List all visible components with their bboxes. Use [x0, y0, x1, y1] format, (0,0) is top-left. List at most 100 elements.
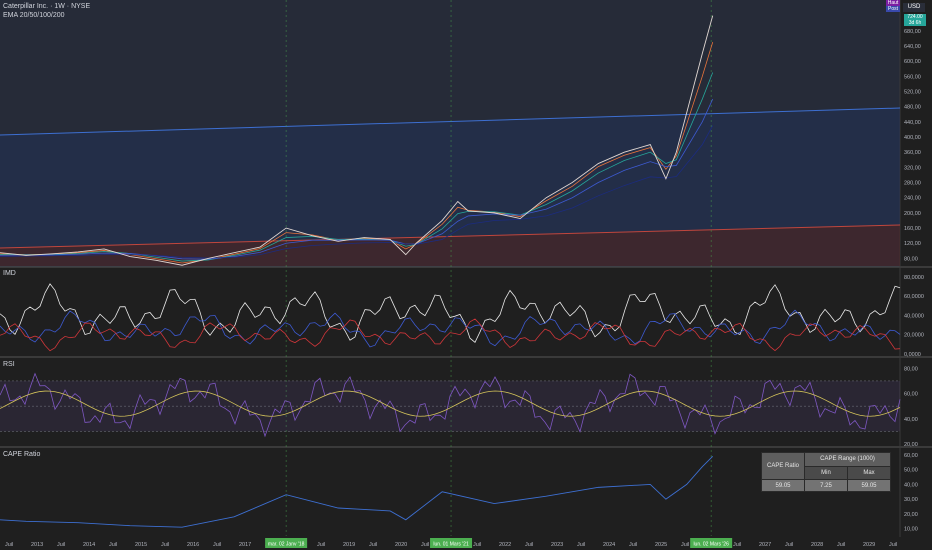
- rsi-tick: 60,00: [904, 392, 918, 398]
- time-tick: 2020: [395, 542, 407, 548]
- price-tick: 480,00: [904, 105, 921, 111]
- imd-tick: 20,0000: [904, 333, 924, 339]
- price-tick: 240,00: [904, 196, 921, 202]
- cape-min-header: Min: [804, 465, 848, 480]
- rsi-tick: 80,00: [904, 366, 918, 372]
- channel-upper-line: [0, 107, 901, 136]
- price-tick: 600,00: [904, 59, 921, 65]
- cape-max-header: Max: [847, 465, 891, 480]
- rsi-tick: 20,00: [904, 442, 918, 448]
- ema-line-4: [0, 125, 714, 259]
- time-tick: Juil: [5, 542, 13, 548]
- time-tick: 2029: [863, 542, 875, 548]
- imd-tick: 40,0000: [904, 313, 924, 319]
- time-tick: Juil: [473, 542, 481, 548]
- price-pane-bg: [0, 0, 900, 267]
- time-tick: Juil: [733, 542, 741, 548]
- price-line: [0, 15, 714, 266]
- imd-pane-label: IMD: [3, 270, 16, 277]
- ema-line-1: [0, 42, 714, 264]
- time-tick: Juil: [213, 542, 221, 548]
- price-tick: 160,00: [904, 226, 921, 232]
- price-tick: 360,00: [904, 150, 921, 156]
- marker-label-bg-2: [690, 538, 733, 548]
- last-price-badge: 724.00: [904, 14, 926, 20]
- time-tick: Juil: [681, 542, 689, 548]
- price-tick: 80,00: [904, 256, 918, 262]
- cape-pane-label: CAPE Ratio: [3, 451, 41, 458]
- hist-badge: Haut: [886, 0, 900, 6]
- imd-line-white: [0, 283, 901, 343]
- marker-label: lun. 02 Mars '26: [693, 542, 729, 548]
- cape-range-header: CAPE Range (1000): [804, 452, 891, 467]
- time-tick: Juil: [57, 542, 65, 548]
- time-tick: Juil: [577, 542, 585, 548]
- price-tick: 680,00: [904, 29, 921, 35]
- price-tick: 440,00: [904, 120, 921, 126]
- imd-tick: 60,0000: [904, 294, 924, 300]
- time-tick: 2024: [603, 542, 615, 548]
- channel-fill: [0, 108, 900, 248]
- marker-label: mar. 02 Janv '18: [268, 542, 305, 548]
- chart-title: Caterpillar Inc. · 1W · NYSE: [3, 3, 91, 10]
- cape-col-header: CAPE Ratio: [761, 452, 805, 480]
- price-tick: 560,00: [904, 74, 921, 80]
- price-tick: 280,00: [904, 181, 921, 187]
- price-tick: 320,00: [904, 165, 921, 171]
- rsi-tick: 40,00: [904, 417, 918, 423]
- cape-pane-bg: [0, 448, 900, 536]
- marker-label-bg-0: [265, 538, 308, 548]
- rsi-ma-line: [0, 390, 901, 417]
- price-tick: 400,00: [904, 135, 921, 141]
- cape-table: CAPE Ratio CAPE Range (1000) Min Max 59.…: [761, 452, 891, 492]
- cape-tick: 30,00: [904, 497, 918, 503]
- cape-tick: 20,00: [904, 512, 918, 518]
- rsi-pane-label: RSI: [3, 361, 15, 368]
- price-tick: 520,00: [904, 89, 921, 95]
- time-tick: Juil: [421, 542, 429, 548]
- time-tick: 2016: [187, 542, 199, 548]
- imd-pane-bg: [0, 268, 900, 356]
- cape-tick: 60,00: [904, 453, 918, 459]
- price-tick: 200,00: [904, 211, 921, 217]
- time-tick: 2015: [135, 542, 147, 548]
- time-tick: 2017: [239, 542, 251, 548]
- time-tick: Juil: [837, 542, 845, 548]
- time-tick: Juil: [785, 542, 793, 548]
- post-badge: Post: [886, 6, 900, 12]
- cape-tick: 50,00: [904, 468, 918, 474]
- time-tick: Juil: [369, 542, 377, 548]
- marker-label-bg-1: [430, 538, 473, 548]
- time-tick: 2022: [499, 542, 511, 548]
- cape-min-value: 7.25: [804, 479, 848, 492]
- price-tick: 120,00: [904, 241, 921, 247]
- imd-line-red: [0, 318, 901, 352]
- time-tick: 2019: [343, 542, 355, 548]
- cape-max-value: 59.05: [847, 479, 891, 492]
- time-tick: 2013: [31, 542, 43, 548]
- time-tick: Juil: [889, 542, 897, 548]
- currency-button[interactable]: USD: [903, 3, 925, 12]
- cape-current-value: 59.05: [761, 479, 805, 492]
- time-tick: 2028: [811, 542, 823, 548]
- cape-line: [0, 456, 714, 528]
- price-tick: 640,00: [904, 44, 921, 50]
- time-tick: 2023: [551, 542, 563, 548]
- cape-tick: 40,00: [904, 482, 918, 488]
- imd-tick: 0,0000: [904, 352, 921, 358]
- ema-line-3: [0, 98, 714, 260]
- indicator-legend: EMA 20/50/100/200: [3, 12, 65, 19]
- rsi-line: [0, 372, 901, 438]
- countdown-badge: 3d 6h: [904, 20, 926, 26]
- time-tick: Juil: [161, 542, 169, 548]
- time-tick: 2014: [83, 542, 95, 548]
- marker-label: lun. 01 Mars '21: [433, 542, 469, 548]
- channel-lower-line: [0, 224, 901, 249]
- time-tick: Juil: [629, 542, 637, 548]
- time-tick: Juil: [109, 542, 117, 548]
- time-tick: Juil: [317, 542, 325, 548]
- time-tick: 2027: [759, 542, 771, 548]
- time-tick: Juil: [525, 542, 533, 548]
- time-tick: 2025: [655, 542, 667, 548]
